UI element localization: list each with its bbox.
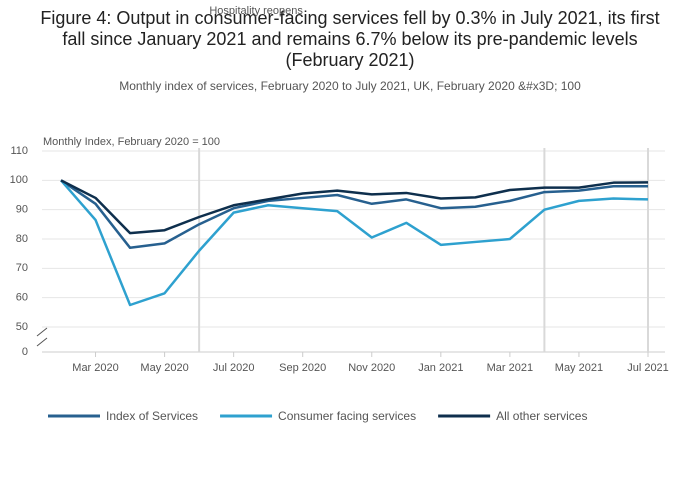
y-tick-label: 90 [16, 204, 28, 216]
axis-break [36, 327, 48, 347]
chart-title: Figure 4: Output in consumer-facing serv… [40, 8, 660, 70]
annotation-label: Hospitality reopens [209, 5, 303, 17]
x-tick-label: Sep 2020 [279, 362, 326, 374]
y-tick-label: 80 [16, 233, 28, 245]
chart-subtitle: Monthly index of services, February 2020… [119, 79, 581, 93]
y-tick-label: 100 [10, 174, 28, 186]
x-tick-label: Jul 2021 [627, 362, 669, 374]
series-line [60, 179, 648, 250]
x-tick-label: Nov 2020 [348, 362, 395, 374]
y-tick-label: 0 [22, 346, 28, 358]
y-tick-label: 60 [16, 292, 28, 304]
series-line [60, 179, 649, 307]
legend-label: Consumer facing services [278, 409, 416, 423]
legend-label: All other services [496, 409, 587, 423]
legend-label: Index of Services [106, 409, 198, 423]
y-axis-label: Monthly Index, February 2020 = 100 [43, 136, 220, 148]
y-tick-label: 50 [16, 321, 28, 333]
y-tick-label: 70 [16, 262, 28, 274]
x-tick-label: Mar 2020 [72, 362, 118, 374]
x-tick-label: May 2021 [555, 362, 603, 374]
x-tick-label: Jan 2021 [418, 362, 463, 374]
x-tick-label: Jul 2020 [213, 362, 255, 374]
x-tick-label: May 2020 [140, 362, 188, 374]
series-line [60, 179, 649, 235]
x-tick-label: Mar 2021 [487, 362, 533, 374]
y-tick-label: 110 [10, 145, 28, 157]
